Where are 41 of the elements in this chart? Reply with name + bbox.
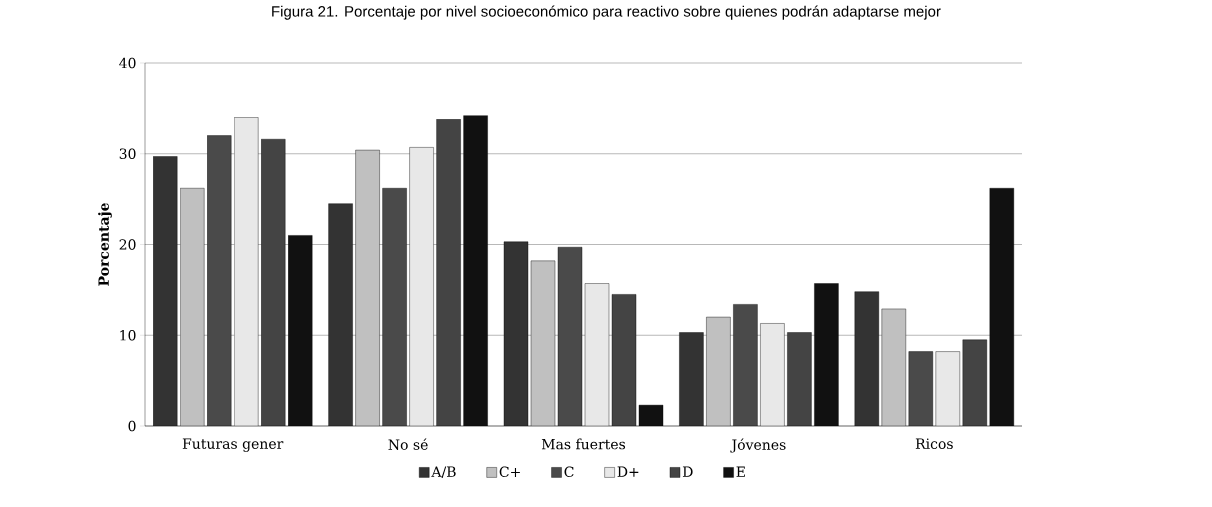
bar — [935, 351, 961, 426]
bar — [814, 283, 839, 426]
bar — [760, 323, 785, 426]
bar — [463, 115, 488, 426]
chart-title: Figura 21. Porcentaje por nivel socioeconómico para reactivo sobre quienes podrán adaptarse mejor — [272, 5, 941, 20]
bar — [881, 308, 907, 426]
x-tick-label: No sé — [388, 438, 428, 450]
bar — [679, 332, 704, 426]
bar — [328, 203, 353, 426]
legend-label: E — [736, 466, 745, 477]
bar — [504, 241, 528, 426]
bar — [989, 188, 1015, 426]
legend-label: C+ — [499, 466, 520, 478]
x-tick-label: Futuras gener — [182, 438, 284, 452]
bar — [234, 117, 259, 426]
y-tick-label: 30 — [119, 148, 136, 160]
y-tick-label: 20 — [119, 239, 136, 250]
bar — [962, 339, 988, 426]
bar — [612, 294, 637, 426]
bar — [558, 247, 582, 426]
x-tick-label: Mas fuertes — [541, 438, 626, 450]
bar — [153, 156, 178, 426]
bar — [355, 150, 380, 426]
bar — [409, 147, 434, 426]
legend-label: D — [682, 466, 693, 477]
bar — [180, 188, 205, 426]
bar — [854, 291, 880, 426]
y-axis-title: Porcentaje — [98, 203, 112, 286]
x-tick-label: Ricos — [915, 438, 953, 450]
bar — [585, 283, 610, 426]
legend-label: D+ — [617, 466, 639, 477]
y-tick-label: 40 — [119, 57, 136, 69]
bar — [531, 260, 555, 426]
bar — [908, 351, 934, 426]
y-tick-label: 0 — [128, 420, 136, 432]
bar — [288, 235, 313, 426]
legend-label: C — [564, 466, 574, 478]
legend-label: A/B — [431, 466, 456, 479]
x-tick-label: Jóvenes — [730, 438, 786, 453]
y-tick-label: 10 — [120, 329, 136, 341]
bar — [706, 317, 731, 426]
